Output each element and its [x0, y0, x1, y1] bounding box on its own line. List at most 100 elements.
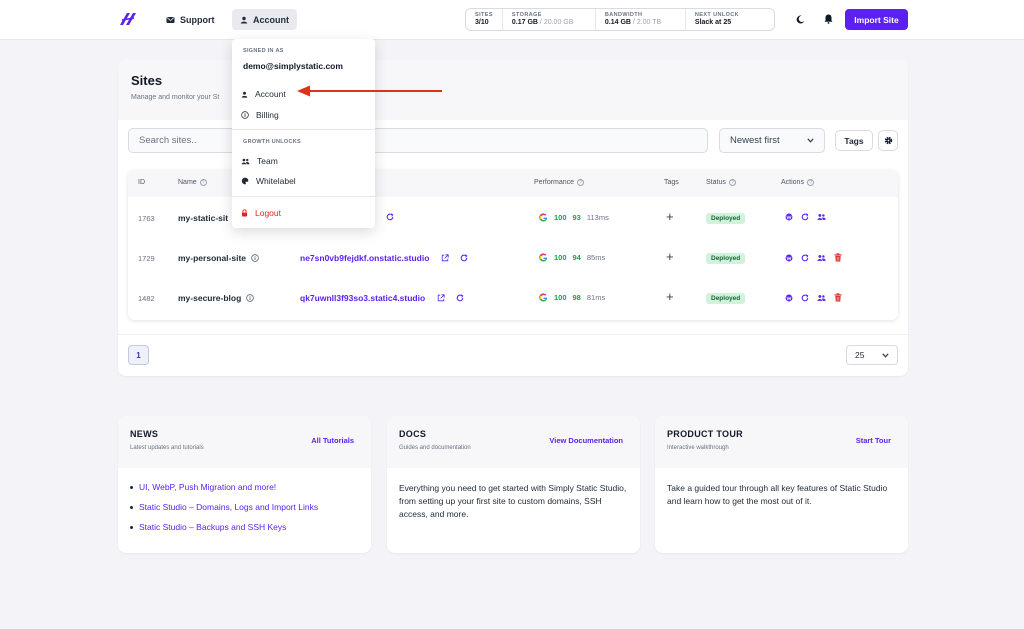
sync-icon[interactable] [801, 213, 809, 221]
column-status[interactable]: Status? [706, 179, 736, 186]
wordpress-icon[interactable] [785, 213, 793, 221]
search-input[interactable] [128, 128, 708, 153]
external-link-icon[interactable] [437, 294, 445, 302]
info-icon[interactable] [246, 294, 255, 302]
page-1-button[interactable]: 1 [128, 345, 149, 365]
users-icon [241, 158, 250, 164]
table-row[interactable]: 1729 my-personal-site ne7sn0vb9fejdkf.on… [128, 238, 898, 278]
sync-icon[interactable] [801, 293, 809, 302]
users-icon[interactable] [817, 254, 826, 262]
users-icon[interactable] [817, 294, 826, 302]
stat-key: STORAGE [511, 12, 542, 18]
start-tour-link[interactable]: Start Tour [855, 436, 891, 445]
add-tag-button[interactable]: + [666, 209, 674, 224]
row-actions [785, 213, 826, 221]
users-icon[interactable] [817, 213, 826, 221]
news-item[interactable]: UI, WebP, Push Migration and more! [130, 482, 318, 492]
sync-icon[interactable] [801, 253, 809, 262]
add-tag-button[interactable]: + [666, 249, 674, 264]
menu-item-label: Billing [256, 110, 279, 120]
help-icon: ? [577, 179, 585, 186]
dark-mode-toggle[interactable] [792, 11, 808, 27]
user-icon [241, 91, 248, 98]
import-site-button[interactable]: Import Site [845, 9, 908, 30]
notifications-button[interactable] [820, 11, 836, 27]
all-tutorials-link[interactable]: All Tutorials [311, 436, 354, 445]
sort-select[interactable]: Newest first [719, 128, 825, 153]
wordpress-icon[interactable] [785, 294, 793, 302]
user-icon [240, 16, 248, 23]
news-item[interactable]: Static Studio – Domains, Logs and Import… [130, 502, 318, 512]
card-subtitle: Guides and documentation [399, 445, 471, 451]
support-button[interactable]: Support [158, 9, 223, 30]
wordpress-icon[interactable] [785, 254, 793, 262]
column-label: Status [706, 179, 726, 186]
menu-item-team[interactable]: Team [241, 156, 278, 166]
gear-icon [884, 136, 892, 145]
trash-icon[interactable] [834, 253, 842, 262]
docs-card-header: DOCS Guides and documentation View Docum… [387, 416, 640, 468]
table-row[interactable]: 1482 my-secure-blog qk7uwnll3f93so3.stat… [128, 278, 898, 318]
stat-value: 3/10 [475, 19, 489, 26]
site-url-link[interactable]: qk7uwnll3f93so3.static4.studio [300, 293, 426, 303]
card-title: NEWS [130, 429, 159, 439]
stat-key: BANDWIDTH [604, 12, 643, 18]
support-label: Support [180, 14, 215, 25]
menu-item-account[interactable]: Account [241, 89, 286, 99]
menu-item-billing[interactable]: Billing [241, 110, 279, 120]
row-actions [785, 253, 842, 262]
sort-value: Newest first [730, 135, 780, 146]
divider [118, 334, 908, 335]
column-tags[interactable]: Tags [664, 179, 679, 186]
simply-static-logo-icon[interactable] [118, 11, 138, 27]
stat-storage: STORAGE 0.17 GB / 20.00 GB [503, 9, 596, 30]
page-title: Sites [131, 73, 163, 88]
google-icon [539, 213, 548, 222]
account-label: Account [253, 14, 289, 25]
redeploy-url-button[interactable] [386, 213, 394, 221]
column-id[interactable]: ID [138, 179, 145, 186]
help-icon: ? [806, 179, 814, 186]
row-actions [785, 293, 842, 302]
table-row[interactable]: 1763 my-static-sit 100 93 113ms + Deploy… [128, 198, 898, 238]
add-tag-button[interactable]: + [666, 289, 674, 304]
external-link-icon[interactable] [441, 254, 450, 262]
stat-used: 0.17 GB [511, 19, 538, 26]
load-time: 113ms [586, 213, 609, 222]
google-icon [539, 253, 548, 262]
column-actions: Actions? [781, 179, 814, 186]
help-icon: ? [199, 179, 207, 186]
site-id: 1763 [138, 214, 155, 223]
refresh-icon[interactable] [460, 254, 468, 262]
menu-item-whitelabel[interactable]: Whitelabel [241, 176, 296, 186]
envelope-icon [166, 16, 175, 23]
site-url-link[interactable]: ne7sn0vb9fejdkf.onstatic.studio [300, 253, 430, 263]
performance-scores: 100 93 113ms [539, 213, 609, 222]
moon-icon [796, 15, 804, 23]
card-body: Everything you need to get started with … [399, 483, 627, 519]
stat-total: / 2.00 TB [630, 19, 662, 26]
news-card-header: NEWS Latest updates and tutorials All Tu… [118, 416, 371, 468]
news-item[interactable]: Static Studio – Backups and SSH Keys [130, 522, 318, 532]
score-desktop: 93 [572, 213, 581, 222]
site-name[interactable]: my-personal-site [178, 253, 259, 263]
site-name[interactable]: my-secure-blog [178, 293, 255, 303]
tags-filter-button[interactable]: Tags [835, 130, 873, 151]
site-url-cell: qk7uwnll3f93so3.static4.studio [300, 293, 464, 303]
settings-button[interactable] [878, 130, 898, 151]
stat-used: 0.14 GB [604, 19, 631, 26]
per-page-select[interactable]: 25 [846, 345, 898, 365]
column-performance[interactable]: Performance? [534, 179, 585, 186]
view-documentation-link[interactable]: View Documentation [549, 436, 623, 445]
column-label: Name [178, 179, 197, 186]
stat-total: / 20.00 GB [537, 19, 574, 26]
refresh-icon[interactable] [456, 294, 464, 302]
site-name[interactable]: my-static-sit [178, 213, 229, 223]
lock-icon [241, 209, 248, 217]
info-icon[interactable] [251, 254, 259, 262]
column-name[interactable]: Name? [178, 179, 207, 186]
menu-item-logout[interactable]: Logout [241, 208, 281, 218]
score-mobile: 100 [554, 213, 567, 222]
trash-icon[interactable] [834, 293, 842, 302]
account-button[interactable]: Account [232, 9, 297, 30]
